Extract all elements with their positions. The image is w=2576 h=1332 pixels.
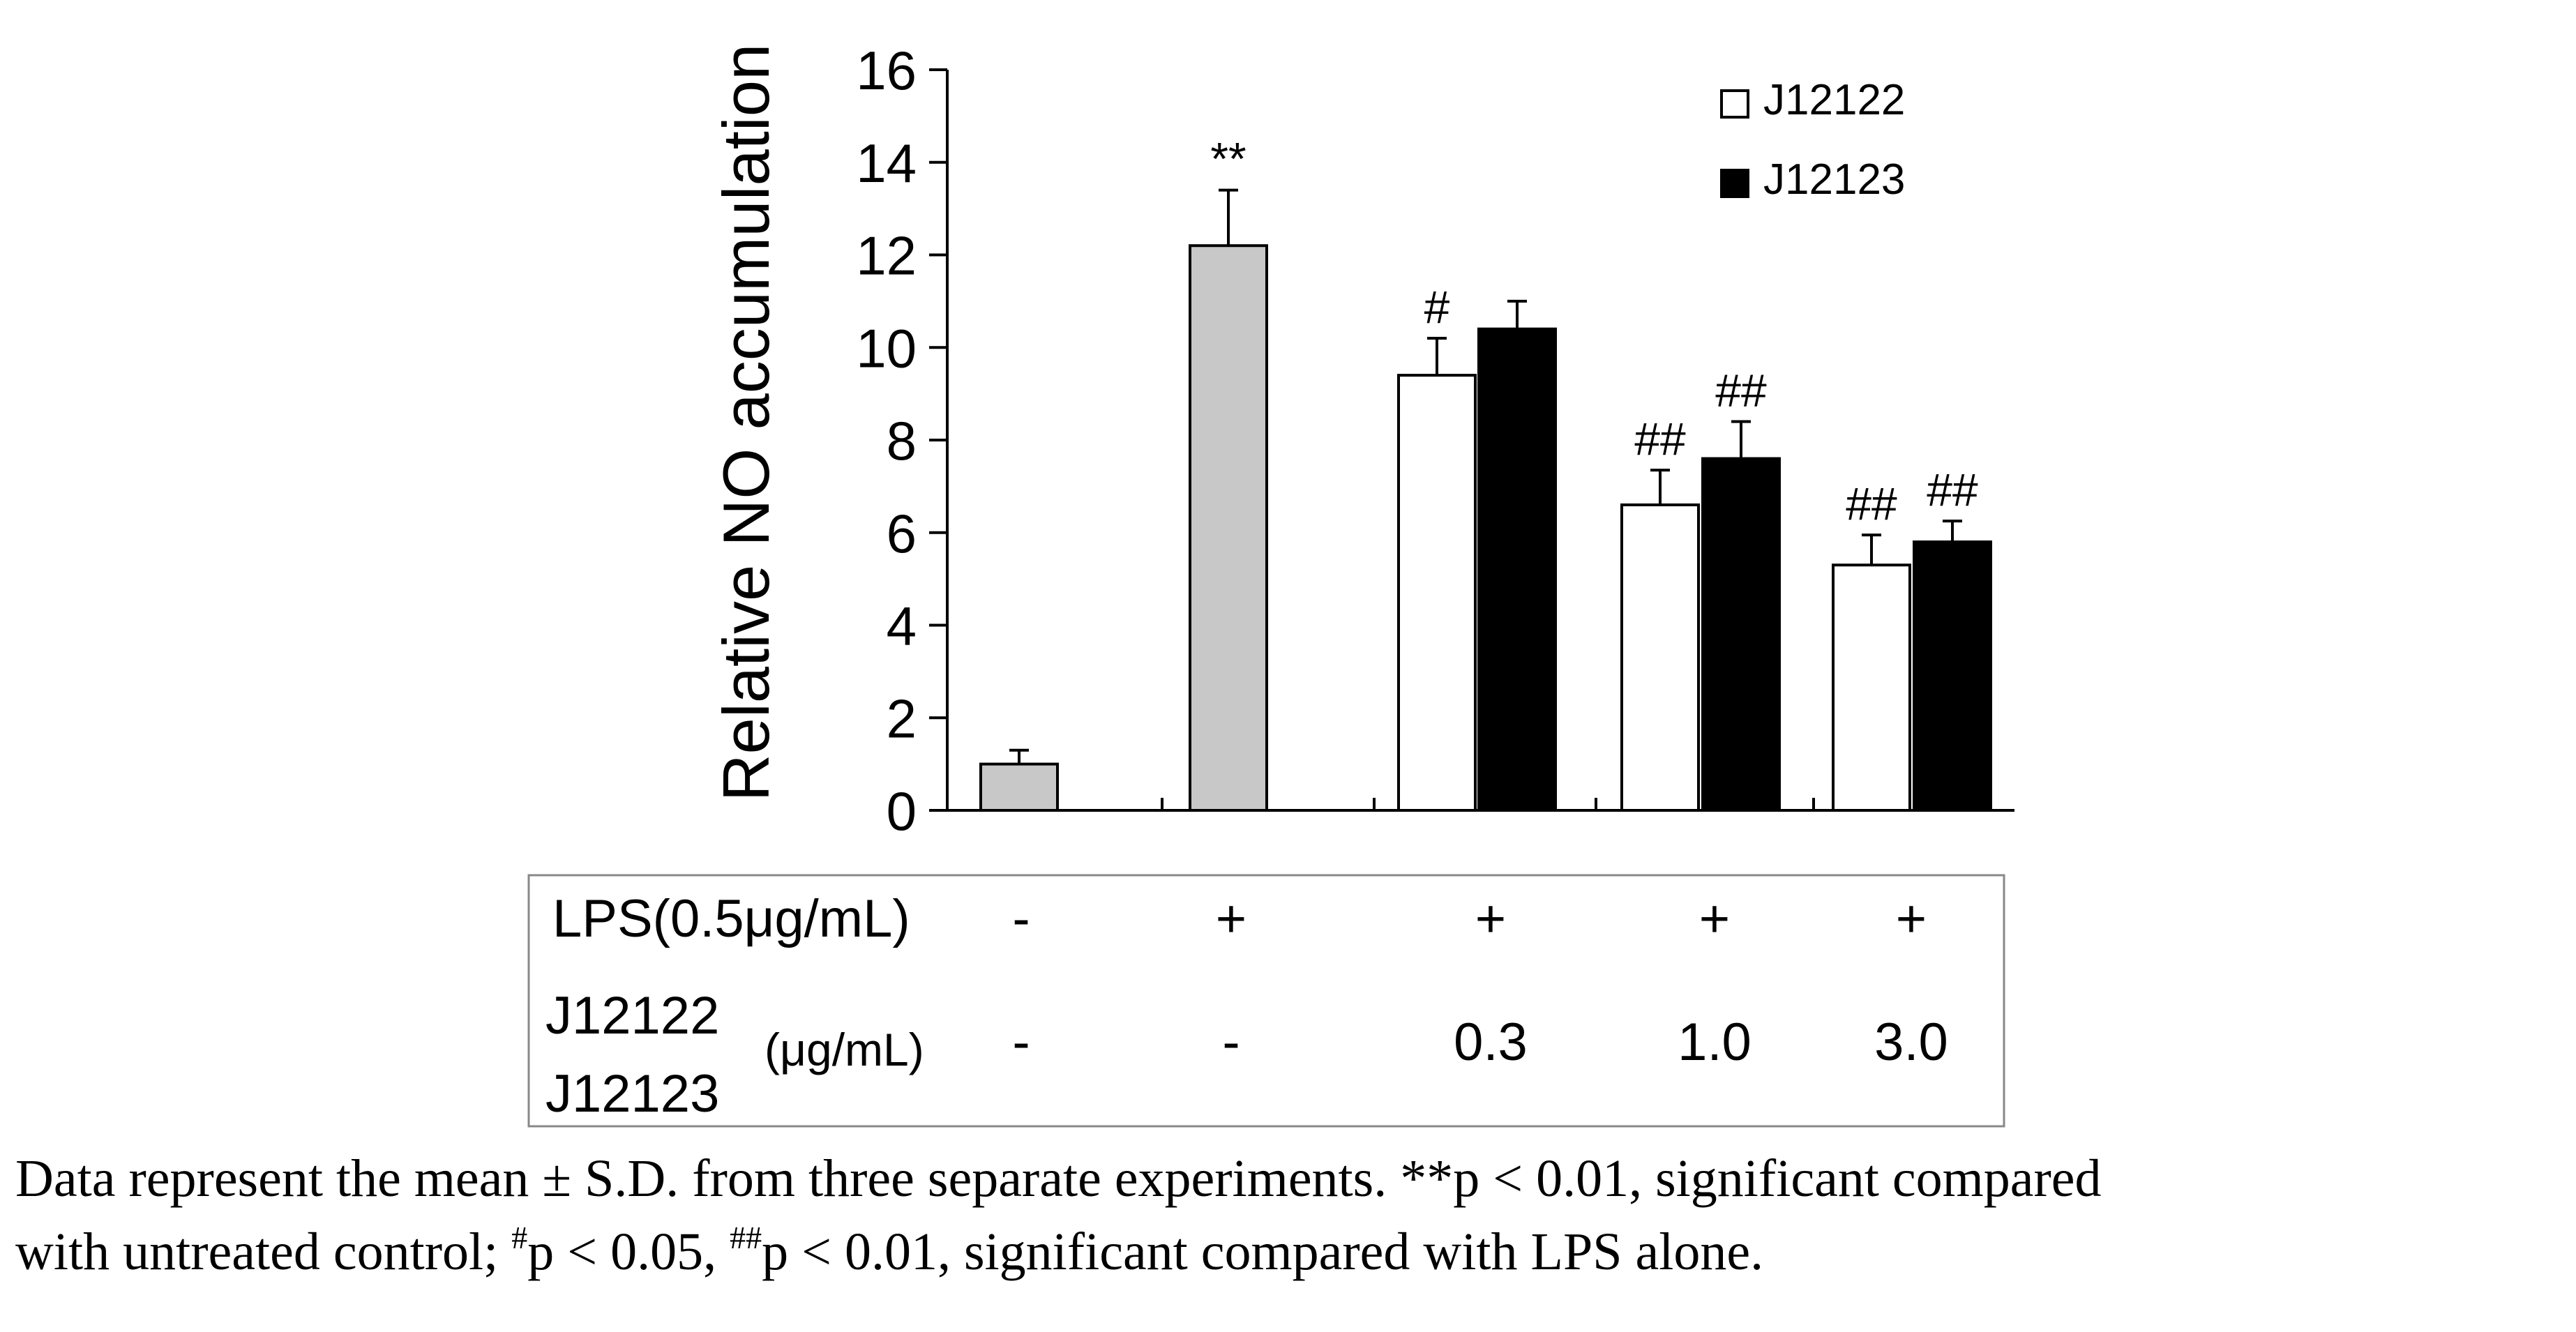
legend-swatch-j12123	[1720, 169, 1749, 198]
bar-j12123	[1913, 540, 1992, 812]
bar-j12122	[1397, 374, 1477, 812]
significance-label: ##	[1634, 413, 1686, 464]
lps-value: -	[1012, 889, 1030, 948]
y-tick-label: 8	[887, 410, 917, 471]
y-tick-label: 0	[887, 780, 917, 842]
significance-labels: **####### ##	[1210, 133, 1978, 529]
compound-unit-label: (μg/mL)	[764, 1024, 924, 1075]
conditions-table-border	[527, 874, 2005, 1128]
bars	[979, 188, 1992, 812]
legend: J12122 J12123	[1720, 76, 1905, 204]
caption-text: Data represent the mean ± S.D. from thre…	[15, 1149, 2102, 1208]
y-tick-label: 14	[856, 133, 917, 194]
bar-control	[979, 762, 1059, 812]
figure-caption-line1: Data represent the mean ± S.D. from thre…	[15, 1144, 2568, 1213]
lps-label: LPS(0.5μg/mL)	[552, 889, 910, 948]
y-tick-label: 12	[856, 225, 917, 287]
figure-caption-line2: with untreated control; #p < 0.05, ##p <…	[15, 1217, 2568, 1287]
lps-value: +	[1216, 889, 1246, 948]
y-tick-label: 6	[887, 503, 917, 564]
significance-label: **	[1210, 133, 1246, 185]
bar-j12123	[1701, 457, 1781, 812]
y-tick-label: 16	[856, 40, 917, 101]
compound-dose-value: -	[1222, 1013, 1240, 1072]
compound-dose-value: -	[1012, 1013, 1030, 1072]
caption-superscript: ##	[730, 1220, 762, 1255]
table-values: - + + + + - - 0.3 1.0 3.0	[1012, 889, 1948, 1072]
caption-text: p < 0.05,	[527, 1223, 730, 1281]
legend-label-j12122: J12122	[1763, 76, 1905, 124]
compound-dose-value: 1.0	[1678, 1013, 1752, 1072]
caption-text: with untreated control;	[15, 1223, 512, 1281]
conditions-table: LPS(0.5μg/mL) J12122 J12123 (μg/mL) - + + +…	[527, 874, 2005, 1128]
lps-value: +	[1699, 889, 1730, 948]
compound-label-line2: J12123	[545, 1064, 719, 1123]
bar-j12123	[1477, 327, 1557, 812]
y-tick-label: 4	[887, 596, 917, 657]
lps-value: +	[1896, 889, 1927, 948]
caption-text: p < 0.01, significant compared with LPS …	[762, 1223, 1764, 1281]
legend-label-j12123: J12123	[1763, 156, 1905, 204]
bar-j12122	[1832, 563, 1911, 812]
y-axis-label: Relative NO accumulation	[709, 44, 783, 802]
bar-control	[1189, 244, 1268, 812]
y-tick-label: 10	[856, 317, 917, 379]
caption-superscript: #	[511, 1220, 528, 1255]
significance-label: ##	[1715, 364, 1767, 416]
significance-label: #	[1424, 281, 1450, 333]
y-tick-label: 2	[887, 688, 917, 749]
significance-label: ##	[1927, 464, 1978, 515]
compound-dose-value: 3.0	[1874, 1013, 1948, 1072]
lps-value: +	[1475, 889, 1506, 948]
legend-swatch-j12122	[1720, 89, 1749, 119]
bar-j12122	[1620, 503, 1700, 812]
compound-dose-value: 0.3	[1454, 1013, 1528, 1072]
compound-label-line1: J12122	[545, 986, 719, 1045]
axes: 0 2 4 6 8 10 12 14 16	[856, 40, 2014, 842]
significance-label: ##	[1846, 478, 1897, 529]
